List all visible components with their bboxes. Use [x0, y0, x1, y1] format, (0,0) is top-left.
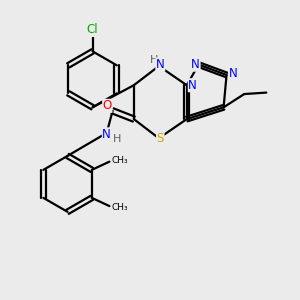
Text: H: H — [113, 134, 121, 144]
Text: O: O — [103, 99, 112, 112]
Text: N: N — [191, 58, 200, 71]
Text: CH₃: CH₃ — [112, 203, 128, 212]
Text: S: S — [157, 132, 164, 145]
Text: N: N — [156, 58, 165, 71]
Text: N: N — [102, 128, 111, 141]
Text: Cl: Cl — [87, 23, 98, 36]
Text: N: N — [229, 67, 237, 80]
Text: N: N — [188, 79, 197, 92]
Text: CH₃: CH₃ — [112, 156, 128, 165]
Text: H: H — [150, 55, 159, 65]
